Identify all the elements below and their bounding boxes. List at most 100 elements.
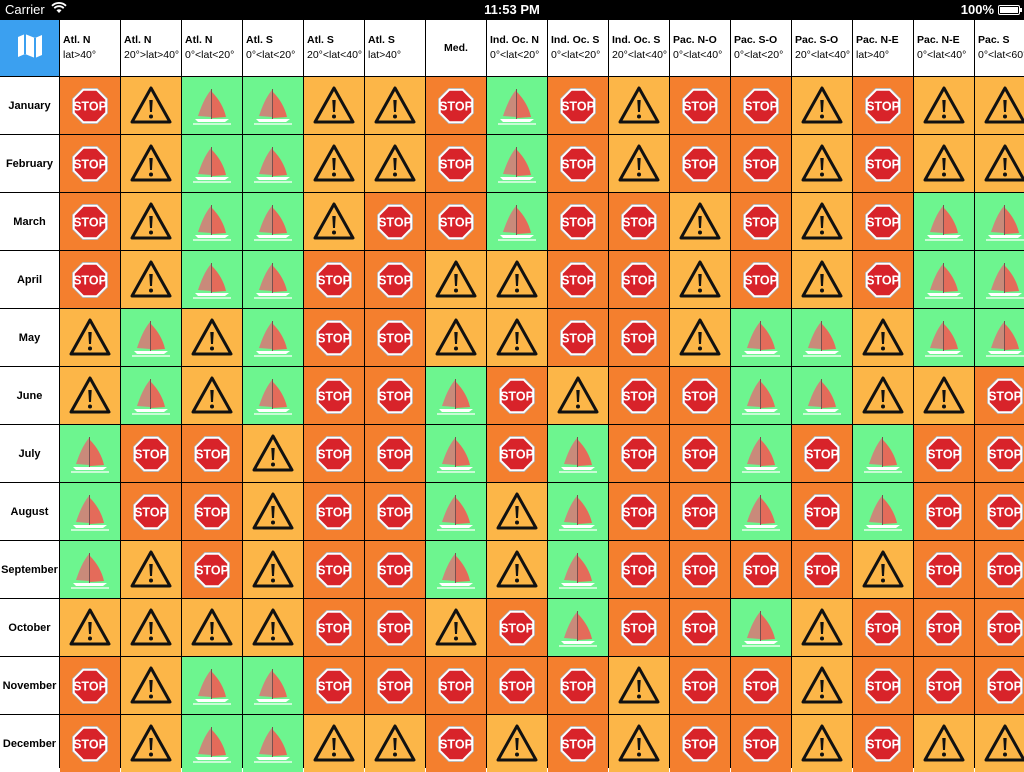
condition-cell-boat[interactable] xyxy=(548,541,608,598)
condition-cell-stop[interactable]: STOP xyxy=(60,77,120,134)
condition-cell-boat[interactable] xyxy=(731,367,791,424)
condition-cell-boat[interactable] xyxy=(426,483,486,540)
condition-cell-warn[interactable] xyxy=(243,599,303,656)
condition-cell-boat[interactable] xyxy=(182,135,242,192)
condition-cell-stop[interactable]: STOP xyxy=(853,77,913,134)
condition-cell-warn[interactable] xyxy=(609,135,669,192)
condition-cell-stop[interactable]: STOP xyxy=(426,715,486,772)
condition-cell-stop[interactable]: STOP xyxy=(304,541,364,598)
condition-cell-stop[interactable]: STOP xyxy=(304,599,364,656)
condition-cell-stop[interactable]: STOP xyxy=(975,425,1024,482)
condition-cell-stop[interactable]: STOP xyxy=(975,367,1024,424)
condition-cell-stop[interactable]: STOP xyxy=(975,541,1024,598)
condition-cell-stop[interactable]: STOP xyxy=(304,251,364,308)
condition-cell-stop[interactable]: STOP xyxy=(365,425,425,482)
condition-cell-warn[interactable] xyxy=(792,193,852,250)
condition-cell-boat[interactable] xyxy=(792,367,852,424)
condition-cell-boat[interactable] xyxy=(243,77,303,134)
condition-cell-stop[interactable]: STOP xyxy=(548,193,608,250)
condition-cell-warn[interactable] xyxy=(365,715,425,772)
condition-cell-boat[interactable] xyxy=(731,599,791,656)
condition-cell-stop[interactable]: STOP xyxy=(121,425,181,482)
condition-cell-warn[interactable] xyxy=(121,193,181,250)
condition-cell-warn[interactable] xyxy=(792,251,852,308)
condition-cell-stop[interactable]: STOP xyxy=(670,483,730,540)
condition-cell-warn[interactable] xyxy=(182,309,242,366)
condition-cell-stop[interactable]: STOP xyxy=(548,251,608,308)
condition-cell-boat[interactable] xyxy=(182,715,242,772)
condition-cell-warn[interactable] xyxy=(304,77,364,134)
condition-cell-stop[interactable]: STOP xyxy=(548,715,608,772)
condition-cell-stop[interactable]: STOP xyxy=(426,77,486,134)
condition-cell-warn[interactable] xyxy=(670,193,730,250)
condition-cell-stop[interactable]: STOP xyxy=(426,657,486,714)
condition-cell-warn[interactable] xyxy=(365,77,425,134)
condition-cell-boat[interactable] xyxy=(975,251,1024,308)
condition-cell-boat[interactable] xyxy=(182,251,242,308)
condition-cell-boat[interactable] xyxy=(60,425,120,482)
condition-cell-boat[interactable] xyxy=(914,251,974,308)
condition-cell-stop[interactable]: STOP xyxy=(609,483,669,540)
condition-cell-warn[interactable] xyxy=(243,425,303,482)
condition-cell-warn[interactable] xyxy=(487,309,547,366)
condition-cell-stop[interactable]: STOP xyxy=(365,483,425,540)
condition-cell-stop[interactable]: STOP xyxy=(609,193,669,250)
condition-cell-stop[interactable]: STOP xyxy=(670,135,730,192)
condition-cell-warn[interactable] xyxy=(914,715,974,772)
condition-cell-warn[interactable] xyxy=(792,599,852,656)
condition-cell-stop[interactable]: STOP xyxy=(548,657,608,714)
condition-cell-warn[interactable] xyxy=(60,599,120,656)
condition-cell-stop[interactable]: STOP xyxy=(975,657,1024,714)
condition-cell-stop[interactable]: STOP xyxy=(182,425,242,482)
condition-cell-stop[interactable]: STOP xyxy=(487,599,547,656)
condition-cell-stop[interactable]: STOP xyxy=(365,367,425,424)
condition-cell-stop[interactable]: STOP xyxy=(548,77,608,134)
condition-cell-warn[interactable] xyxy=(60,367,120,424)
condition-cell-stop[interactable]: STOP xyxy=(60,657,120,714)
condition-cell-stop[interactable]: STOP xyxy=(304,657,364,714)
condition-cell-stop[interactable]: STOP xyxy=(182,483,242,540)
condition-cell-stop[interactable]: STOP xyxy=(914,599,974,656)
condition-cell-warn[interactable] xyxy=(121,715,181,772)
condition-cell-boat[interactable] xyxy=(548,425,608,482)
condition-cell-stop[interactable]: STOP xyxy=(60,715,120,772)
condition-cell-warn[interactable] xyxy=(853,367,913,424)
condition-cell-stop[interactable]: STOP xyxy=(548,309,608,366)
condition-cell-stop[interactable]: STOP xyxy=(731,657,791,714)
condition-cell-stop[interactable]: STOP xyxy=(304,309,364,366)
condition-cell-stop[interactable]: STOP xyxy=(792,425,852,482)
condition-cell-stop[interactable]: STOP xyxy=(670,367,730,424)
condition-cell-stop[interactable]: STOP xyxy=(365,309,425,366)
condition-cell-warn[interactable] xyxy=(182,367,242,424)
condition-cell-boat[interactable] xyxy=(487,135,547,192)
condition-cell-warn[interactable] xyxy=(121,657,181,714)
condition-cell-warn[interactable] xyxy=(121,251,181,308)
condition-cell-stop[interactable]: STOP xyxy=(731,77,791,134)
condition-cell-warn[interactable] xyxy=(548,367,608,424)
condition-cell-stop[interactable]: STOP xyxy=(792,541,852,598)
condition-cell-stop[interactable]: STOP xyxy=(365,251,425,308)
condition-cell-boat[interactable] xyxy=(243,657,303,714)
condition-cell-warn[interactable] xyxy=(975,77,1024,134)
condition-cell-boat[interactable] xyxy=(914,193,974,250)
condition-cell-warn[interactable] xyxy=(304,193,364,250)
condition-cell-boat[interactable] xyxy=(853,483,913,540)
condition-cell-warn[interactable] xyxy=(121,541,181,598)
condition-cell-warn[interactable] xyxy=(792,135,852,192)
condition-cell-boat[interactable] xyxy=(426,541,486,598)
condition-cell-stop[interactable]: STOP xyxy=(609,309,669,366)
condition-cell-boat[interactable] xyxy=(60,483,120,540)
condition-cell-boat[interactable] xyxy=(243,309,303,366)
condition-cell-stop[interactable]: STOP xyxy=(304,425,364,482)
condition-cell-boat[interactable] xyxy=(182,193,242,250)
condition-cell-stop[interactable]: STOP xyxy=(182,541,242,598)
condition-cell-warn[interactable] xyxy=(365,135,425,192)
condition-cell-stop[interactable]: STOP xyxy=(731,541,791,598)
condition-cell-warn[interactable] xyxy=(304,715,364,772)
condition-cell-boat[interactable] xyxy=(731,309,791,366)
condition-cell-warn[interactable] xyxy=(60,309,120,366)
condition-cell-warn[interactable] xyxy=(914,367,974,424)
condition-cell-warn[interactable] xyxy=(792,715,852,772)
condition-cell-warn[interactable] xyxy=(304,135,364,192)
condition-cell-boat[interactable] xyxy=(243,193,303,250)
